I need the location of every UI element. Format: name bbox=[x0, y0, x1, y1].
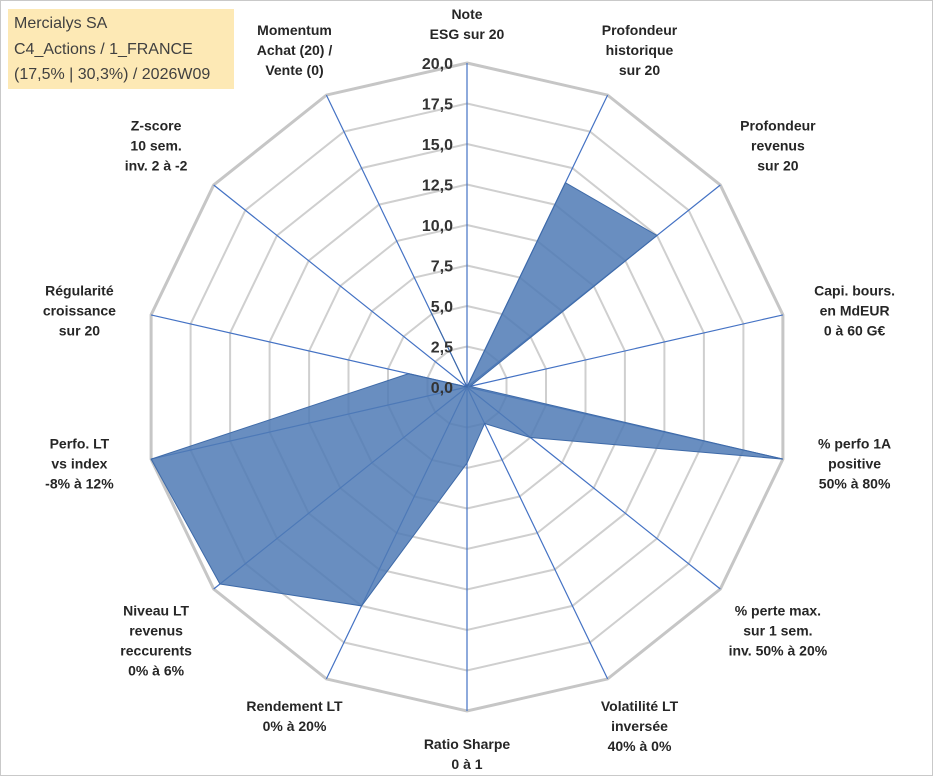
axis-label-line: vs index bbox=[51, 456, 107, 472]
axis-label-line: % perfo 1A bbox=[818, 436, 891, 452]
info-category: C4_Actions / 1_FRANCE bbox=[14, 40, 193, 58]
axis-spoke bbox=[466, 386, 609, 680]
axis-label: Niveau LT revenus reccurents 0% à 6% bbox=[120, 603, 192, 679]
axis-label: Rendement LT 0% à 20% bbox=[246, 698, 343, 734]
axis-label: Volatilité LT inversée 40% à 0% bbox=[601, 698, 679, 754]
tick-label: 7,5 bbox=[431, 259, 453, 276]
info-stats: (17,5% | 30,3%) / 2026W09 bbox=[14, 66, 211, 83]
axis-label-line: sur 1 sem. bbox=[743, 623, 812, 639]
axis-label-line: reccurents bbox=[120, 643, 192, 659]
axis-label: Profondeur historique sur 20 bbox=[602, 22, 678, 78]
axis-label-line: 10 sem. bbox=[130, 138, 181, 154]
tick-label: 15,0 bbox=[422, 137, 453, 154]
axis-label-line: positive bbox=[828, 456, 881, 472]
axis-label-line: -8% à 12% bbox=[45, 476, 114, 492]
tick-label: 0,0 bbox=[431, 380, 453, 397]
axis-label-line: Z-score bbox=[131, 118, 182, 134]
axis-label-line: 0 à 1 bbox=[451, 756, 482, 772]
axis-label-line: 40% à 0% bbox=[608, 738, 672, 754]
axis-label-line: revenus bbox=[129, 623, 183, 639]
tick-label: 10,0 bbox=[422, 218, 453, 235]
axis-label-line: Niveau LT bbox=[123, 603, 189, 619]
axis-spoke bbox=[213, 184, 468, 388]
tick-label: 2,5 bbox=[431, 340, 453, 357]
axis-label: Z-score 10 sem. inv. 2 à -2 bbox=[125, 118, 188, 174]
axis-label-line: Note bbox=[451, 6, 482, 22]
radar-axis-labels: Note ESG sur 20 Profondeur historique sur 20… bbox=[43, 6, 895, 772]
axis-label: Capi. bours. en MdEUR 0 à 60 G€ bbox=[814, 283, 895, 339]
axis-label: Ratio Sharpe 0 à 1 bbox=[424, 736, 511, 772]
axis-label: Régularité croissance sur 20 bbox=[43, 283, 116, 339]
axis-label-line: Vente (0) bbox=[265, 62, 323, 78]
axis-label-line: Profondeur bbox=[602, 22, 678, 38]
axis-label-line: Profondeur bbox=[740, 118, 816, 134]
axis-label-line: Momentum bbox=[257, 22, 332, 38]
axis-label-line: 50% à 80% bbox=[819, 476, 891, 492]
axis-label-line: Ratio Sharpe bbox=[424, 736, 511, 752]
radar-tick-labels: 0,0 2,5 5,0 7,5 10,0 12,5 15,0 17,5 20,0 bbox=[422, 56, 453, 397]
info-box: Mercialys SA C4_Actions / 1_FRANCE (17,5… bbox=[8, 9, 234, 89]
axis-label-line: Capi. bours. bbox=[814, 283, 895, 299]
axis-label-line: Régularité bbox=[45, 283, 114, 299]
tick-label: 12,5 bbox=[422, 178, 453, 195]
axis-label: Note ESG sur 20 bbox=[430, 6, 505, 42]
axis-label-line: Perfo. LT bbox=[50, 436, 110, 452]
axis-label-line: Volatilité LT bbox=[601, 698, 679, 714]
axis-label: % perfo 1A positive 50% à 80% bbox=[818, 436, 891, 492]
tick-label: 5,0 bbox=[431, 299, 453, 316]
series-area bbox=[150, 181, 784, 607]
axis-label-line: Rendement LT bbox=[246, 698, 343, 714]
axis-label-line: % perte max. bbox=[735, 603, 821, 619]
tick-label: 20,0 bbox=[422, 56, 453, 73]
axis-label-line: 0 à 60 G€ bbox=[824, 323, 886, 339]
axis-label-line: croissance bbox=[43, 303, 116, 319]
axis-label-line: en MdEUR bbox=[820, 303, 890, 319]
axis-label-line: inversée bbox=[611, 718, 668, 734]
axis-label-line: inv. 50% à 20% bbox=[729, 643, 828, 659]
info-company-name: Mercialys SA bbox=[14, 15, 108, 32]
axis-label: Perfo. LT vs index -8% à 12% bbox=[45, 436, 114, 492]
axis-label: % perte max. sur 1 sem. inv. 50% à 20% bbox=[729, 603, 828, 659]
axis-label-line: sur 20 bbox=[619, 62, 660, 78]
axis-label: Momentum Achat (20) / Vente (0) bbox=[257, 22, 333, 78]
axis-label-line: Achat (20) / bbox=[257, 42, 333, 58]
axis-label-line: historique bbox=[606, 42, 674, 58]
axis-label-line: revenus bbox=[751, 138, 805, 154]
axis-label: Profondeur revenus sur 20 bbox=[740, 118, 816, 174]
axis-label-line: 0% à 6% bbox=[128, 663, 185, 679]
tick-label: 17,5 bbox=[422, 97, 453, 114]
axis-label-line: ESG sur 20 bbox=[430, 26, 505, 42]
axis-label-line: inv. 2 à -2 bbox=[125, 158, 188, 174]
axis-spoke bbox=[466, 314, 784, 388]
axis-label-line: sur 20 bbox=[757, 158, 798, 174]
axis-label-line: sur 20 bbox=[59, 323, 100, 339]
axis-label-line: 0% à 20% bbox=[263, 718, 327, 734]
radar-series-area bbox=[150, 181, 784, 607]
